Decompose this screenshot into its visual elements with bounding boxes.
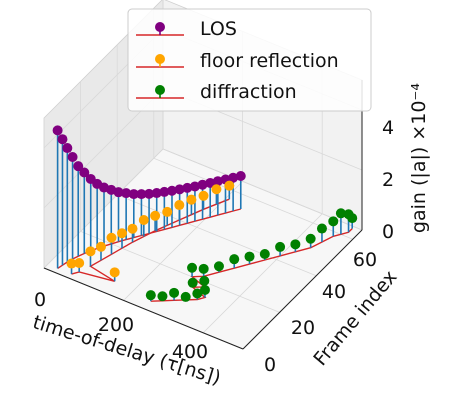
marker-los — [85, 173, 96, 184]
marker-floor — [127, 223, 138, 234]
marker-los — [128, 189, 139, 200]
marker-los — [73, 161, 84, 172]
x-tick-label: 400 — [172, 341, 208, 363]
marker-floor — [198, 190, 209, 201]
marker-floor — [74, 258, 85, 269]
marker-diffraction — [199, 275, 210, 286]
legend-frame — [127, 8, 372, 112]
marker-los — [144, 188, 155, 199]
marker-floor — [66, 258, 77, 269]
y-axis-line — [242, 229, 363, 350]
marker-diffraction — [145, 290, 156, 301]
marker-diffraction — [290, 239, 301, 250]
marker-diffraction — [259, 248, 270, 259]
marker-diffraction — [169, 287, 180, 298]
marker-los — [159, 186, 170, 197]
marker-floor — [138, 215, 149, 226]
z-tick-label: 4 — [382, 117, 394, 139]
legend-marker-floor-reflection — [155, 54, 165, 64]
marker-los — [197, 179, 208, 190]
marker-diffraction — [229, 254, 240, 265]
y-tick-label: 60 — [353, 249, 377, 271]
x-tick-label: 200 — [98, 314, 134, 336]
y-tick-label: 20 — [291, 317, 315, 339]
legend-marker-diffraction — [155, 85, 165, 95]
legend-label-diffraction: diffraction — [200, 81, 297, 103]
legend-item-floor-reflection: floor reflection — [136, 50, 339, 72]
marker-floor — [106, 232, 117, 243]
marker-los — [228, 172, 239, 183]
marker-los — [212, 176, 223, 187]
z-axis-label: gain (|a|) ×10⁻⁴ — [408, 83, 430, 234]
marker-diffraction — [213, 261, 224, 272]
marker-los — [79, 167, 90, 178]
x-tick-label: 0 — [34, 289, 46, 311]
marker-floor — [95, 241, 106, 252]
legend: LOS floor reflection diffraction — [127, 8, 372, 112]
marker-floor — [162, 206, 173, 217]
legend-label-floor-reflection: floor reflection — [200, 50, 339, 72]
y-tick-label: 0 — [264, 354, 276, 376]
marker-floor — [224, 180, 235, 191]
stem-markers — [52, 125, 358, 302]
marker-diffraction — [180, 291, 191, 302]
marker-diffraction — [275, 241, 286, 252]
marker-diffraction — [335, 208, 346, 219]
marker-floor — [150, 210, 161, 221]
legend-label-los: LOS — [200, 18, 237, 40]
baseline-diffraction — [150, 228, 353, 302]
marker-los — [235, 170, 246, 181]
marker-diffraction — [316, 223, 327, 234]
marker-los — [189, 181, 200, 192]
marker-los — [205, 177, 216, 188]
marker-los — [57, 134, 68, 145]
marker-los — [182, 182, 193, 193]
z-tick-label: 2 — [382, 169, 394, 191]
marker-los — [62, 143, 73, 154]
marker-floor — [174, 200, 185, 211]
marker-diffraction — [343, 209, 354, 220]
y-tick-labels: 0 20 40 60 — [264, 249, 377, 376]
marker-diffraction — [305, 233, 316, 244]
legend-marker-los — [155, 22, 165, 32]
marker-diffraction — [244, 251, 255, 262]
marker-los — [174, 184, 185, 195]
legend-item-diffraction: diffraction — [136, 81, 297, 103]
marker-los — [166, 185, 177, 196]
marker-diffraction — [187, 262, 198, 273]
marker-los — [52, 125, 63, 136]
z-tick-label: 0 — [382, 221, 394, 243]
marker-diffraction — [192, 288, 203, 299]
marker-los — [121, 188, 132, 199]
marker-floor — [85, 246, 96, 257]
marker-los — [136, 189, 147, 200]
marker-floor — [109, 267, 120, 278]
x-axis-line — [43, 267, 244, 350]
marker-floor — [117, 228, 128, 239]
marker-los — [151, 188, 162, 199]
legend-item-los: LOS — [136, 18, 237, 40]
marker-los — [67, 152, 78, 163]
z-tick-labels: 0 2 4 — [382, 117, 394, 243]
baseline-floor — [71, 198, 230, 282]
x-tick-labels: 0 200 400 — [34, 289, 208, 363]
marker-diffraction — [157, 291, 168, 302]
marker-diffraction — [187, 277, 198, 288]
y-tick-label: 40 — [322, 281, 346, 303]
marker-diffraction — [199, 284, 210, 295]
marker-diffraction — [328, 216, 339, 227]
marker-floor — [186, 194, 197, 205]
marker-floor — [211, 184, 222, 195]
marker-diffraction — [198, 263, 209, 274]
